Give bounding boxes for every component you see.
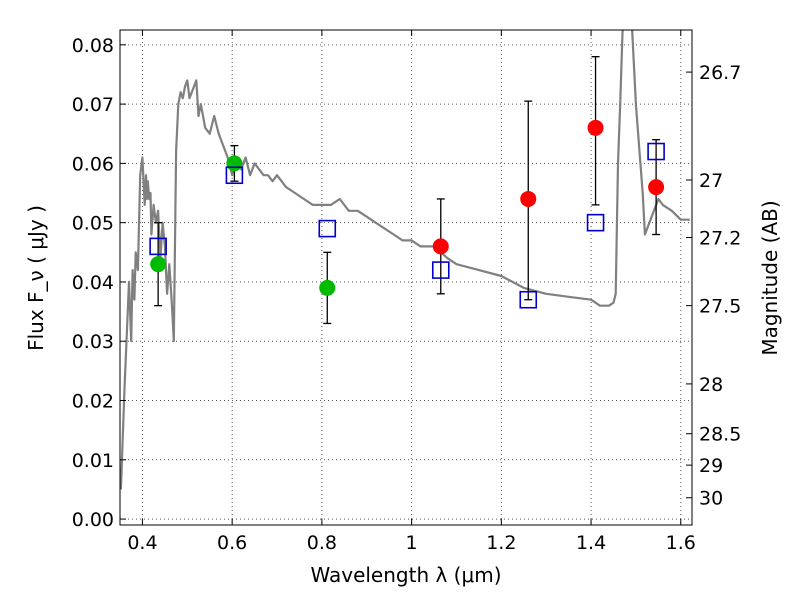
right-tick-label: 27	[699, 170, 723, 192]
x-tick-label: 1.2	[486, 532, 516, 554]
x-tick-label: 1.6	[666, 532, 696, 554]
right-tick-label: 27.5	[699, 296, 741, 318]
right-tick-label: 28	[699, 374, 723, 396]
data-markers	[149, 119, 665, 309]
model-square-point	[318, 219, 337, 238]
green-point	[226, 155, 243, 172]
right-axis-title: Magnitude (AB)	[758, 200, 782, 355]
model-square-point	[149, 237, 167, 256]
right-tick-label: 27.2	[699, 227, 741, 249]
red-point	[587, 119, 604, 136]
green-point	[319, 279, 336, 296]
green-point	[150, 256, 167, 273]
plot-frame	[119, 29, 693, 526]
y-tick-label: 0.07	[72, 94, 114, 116]
tick-labels: 0.4 0.6 0.8 1 1.2 1.4 1.6 0.00 0.01 0.02 0.03 0.04 0…	[72, 35, 742, 554]
y-tick-label: 0.02	[72, 391, 114, 413]
x-tick-label: 0.6	[217, 532, 247, 554]
y-tick-label: 0.01	[72, 450, 114, 472]
red-point	[520, 190, 537, 207]
y-tick-label: 0.03	[72, 331, 114, 353]
x-tick-label: 1.4	[576, 532, 606, 554]
red-point	[648, 179, 665, 196]
grid	[120, 30, 692, 525]
x-tick-label: 0.8	[307, 532, 337, 554]
y-axis-title: Flux F_ν ( μJy )	[24, 205, 48, 351]
x-tick-label: 0.4	[127, 532, 157, 554]
right-tick-label: 26.7	[699, 62, 741, 84]
right-tick-label: 29	[699, 455, 723, 477]
y-tick-label: 0.05	[72, 213, 114, 235]
model-spectrum	[120, 30, 690, 490]
red-point	[432, 238, 449, 255]
model-square-point	[586, 213, 605, 232]
ticks	[120, 30, 692, 525]
y-tick-label: 0.06	[72, 153, 114, 175]
right-tick-label: 28.5	[699, 424, 741, 446]
model-spectrum-line	[120, 30, 690, 490]
x-axis-title: Wavelength λ (μm)	[310, 563, 501, 587]
x-tick-label: 1	[406, 532, 418, 554]
error-bars	[154, 56, 661, 325]
model-square-point	[519, 290, 538, 309]
model-square-point	[225, 166, 244, 185]
model-square-point	[431, 261, 450, 279]
model-square-point	[647, 142, 665, 161]
y-tick-label: 0.00	[72, 509, 114, 531]
y-tick-label: 0.08	[72, 35, 114, 57]
y-tick-label: 0.04	[72, 272, 114, 294]
right-tick-label: 30	[699, 488, 723, 510]
